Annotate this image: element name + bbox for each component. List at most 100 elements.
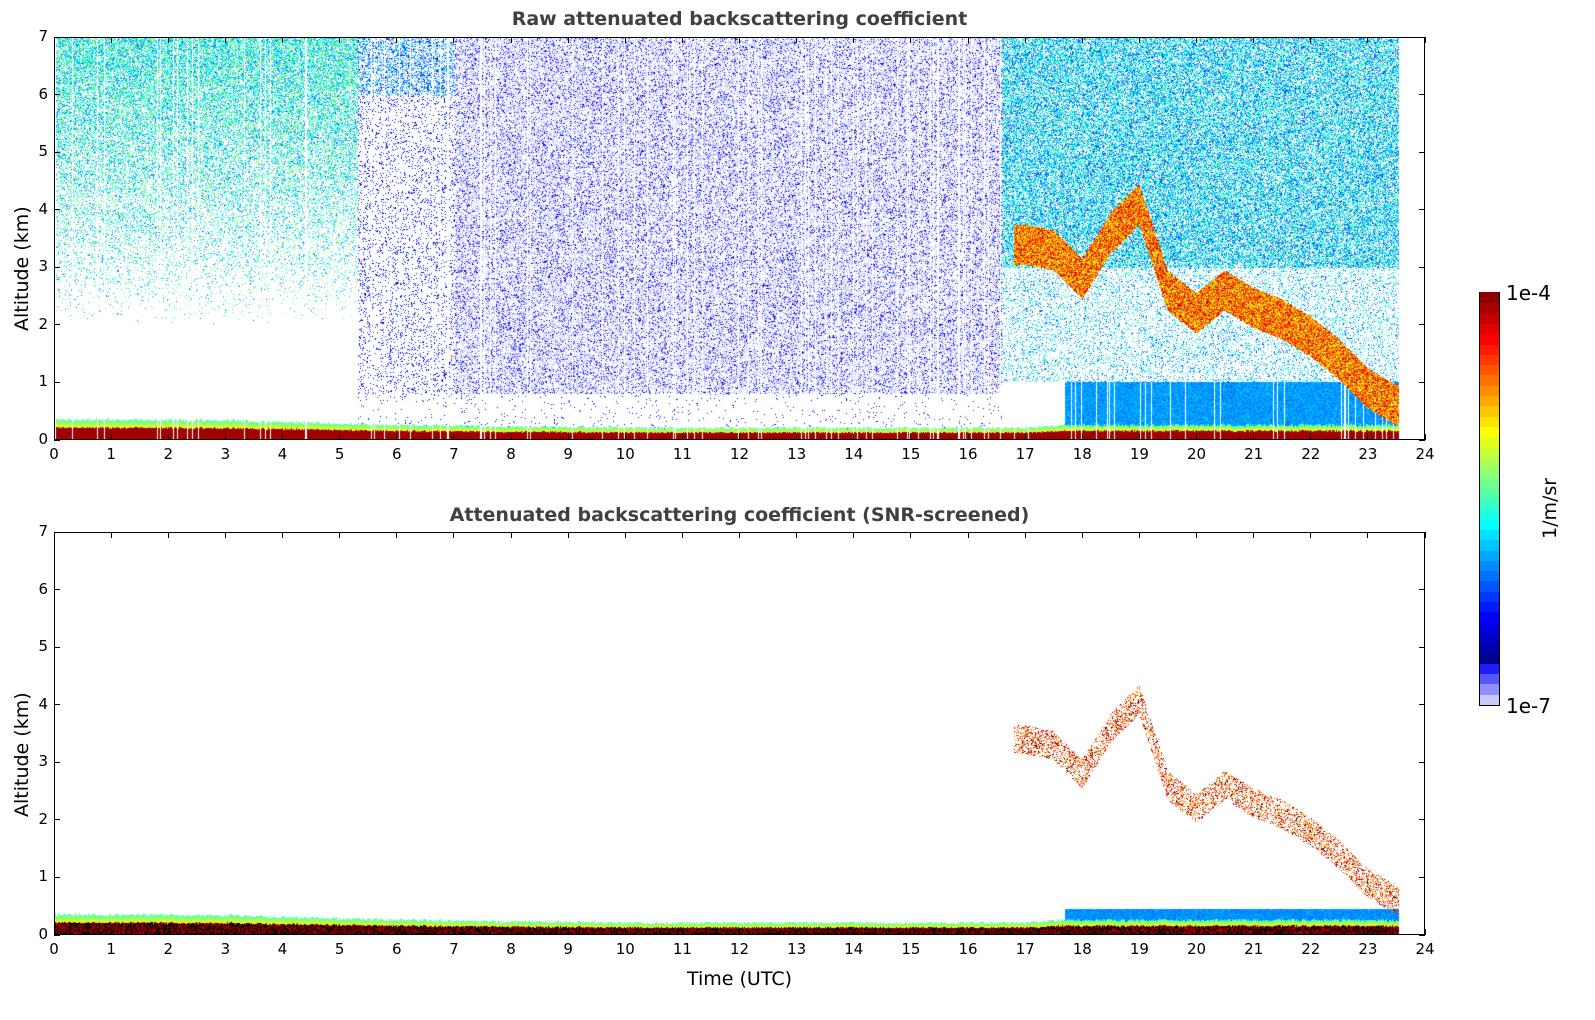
x-tick-mark [339, 532, 341, 538]
x-tick-label: 18 [1072, 445, 1092, 463]
x-tick-mark [796, 37, 798, 43]
x-tick-mark [624, 929, 626, 935]
x-tick-label: 11 [672, 445, 692, 463]
x-tick-label: 21 [1244, 940, 1264, 958]
x-tick-label: 9 [563, 940, 573, 958]
x-tick-mark [224, 434, 226, 440]
colorbar-level [1480, 652, 1499, 664]
y-tick-mark [1419, 704, 1425, 706]
x-tick-mark [681, 37, 683, 43]
bottom-panel-axes [54, 532, 1425, 935]
x-tick-mark [1081, 37, 1083, 43]
x-tick-mark [167, 434, 169, 440]
x-tick-mark [282, 532, 283, 538]
x-tick-mark [796, 434, 798, 440]
x-tick-label: 7 [449, 445, 459, 463]
x-tick-mark [1024, 434, 1026, 440]
colorbar-level [1480, 518, 1499, 530]
y-tick-label: 4 [38, 199, 48, 218]
colorbar-level [1480, 487, 1499, 499]
colorbar-level [1480, 590, 1499, 602]
y-tick-mark [54, 151, 60, 153]
y-tick-mark [1419, 324, 1425, 326]
x-tick-mark [396, 37, 398, 43]
x-tick-label: 4 [277, 940, 288, 958]
colorbar-level [1480, 611, 1499, 623]
colorbar-level [1480, 291, 1499, 304]
colorbar-level [1480, 672, 1499, 685]
x-tick-mark [510, 434, 512, 440]
x-tick-mark [1081, 929, 1083, 935]
x-tick-mark [853, 929, 855, 935]
x-tick-mark [1024, 532, 1026, 538]
colorbar-level [1480, 435, 1499, 448]
x-tick-mark [510, 532, 512, 538]
x-tick-mark [1196, 37, 1197, 43]
colorbar-level [1480, 322, 1499, 335]
y-tick-mark [1419, 209, 1425, 211]
y-tick-label: 1 [38, 867, 48, 886]
x-tick-label: 0 [49, 445, 59, 463]
colorbar-level [1480, 662, 1499, 675]
x-tick-label: 10 [615, 445, 635, 463]
x-tick-mark [1196, 929, 1197, 935]
y-tick-mark [1419, 94, 1425, 96]
x-tick-label: 12 [729, 940, 750, 958]
y-tick-label: 3 [38, 752, 48, 771]
x-tick-label: 8 [506, 445, 516, 463]
x-tick-mark [110, 37, 112, 43]
x-tick-label: 15 [901, 940, 921, 958]
x-tick-label: 13 [787, 445, 807, 463]
x-tick-label: 16 [958, 445, 978, 463]
colorbar-level [1480, 693, 1499, 705]
x-tick-mark [453, 929, 455, 935]
y-tick-label: 6 [38, 579, 48, 598]
x-tick-mark [1424, 532, 1426, 538]
backscatter-heatmap [55, 533, 1424, 934]
colorbar-level [1480, 631, 1499, 644]
x-tick-mark [1024, 37, 1026, 43]
colorbar-level [1480, 580, 1499, 592]
y-tick-label: 5 [38, 637, 48, 656]
x-tick-mark [1310, 532, 1312, 538]
top-panel-axes [54, 37, 1425, 440]
colorbar-level [1480, 312, 1499, 324]
x-tick-mark [396, 532, 398, 538]
x-tick-label: 14 [844, 445, 864, 463]
x-tick-mark [681, 532, 683, 538]
colorbar-level [1480, 549, 1499, 561]
x-tick-mark [1253, 929, 1255, 935]
x-tick-mark [624, 37, 626, 43]
x-tick-mark [796, 532, 798, 538]
x-tick-mark [1367, 532, 1369, 538]
x-tick-label: 15 [901, 445, 921, 463]
x-tick-mark [1138, 929, 1140, 935]
x-tick-mark [1310, 929, 1312, 935]
colorbar-level [1480, 466, 1499, 479]
x-tick-label: 13 [787, 940, 807, 958]
x-tick-mark [167, 37, 169, 43]
y-tick-mark [54, 36, 60, 38]
y-tick-mark [1419, 761, 1425, 763]
x-tick-mark [796, 929, 798, 935]
colorbar [1479, 291, 1500, 706]
x-tick-label: 5 [334, 445, 345, 463]
y-tick-label: 2 [38, 314, 48, 333]
colorbar-level [1480, 415, 1499, 427]
x-tick-mark [282, 37, 283, 43]
colorbar-level [1480, 374, 1499, 386]
x-tick-mark [453, 37, 455, 43]
colorbar-min-label: 1e-7 [1506, 694, 1551, 718]
x-tick-mark [110, 532, 112, 538]
x-tick-mark [624, 532, 626, 538]
x-tick-mark [567, 929, 569, 935]
y-tick-mark [1419, 934, 1425, 936]
x-tick-mark [1138, 434, 1140, 440]
x-tick-mark [1081, 434, 1083, 440]
x-tick-mark [396, 929, 398, 935]
x-tick-label: 6 [391, 445, 402, 463]
y-tick-label: 4 [38, 694, 48, 713]
y-tick-label: 1 [38, 372, 48, 391]
x-tick-mark [1253, 37, 1255, 43]
x-tick-mark [567, 532, 569, 538]
